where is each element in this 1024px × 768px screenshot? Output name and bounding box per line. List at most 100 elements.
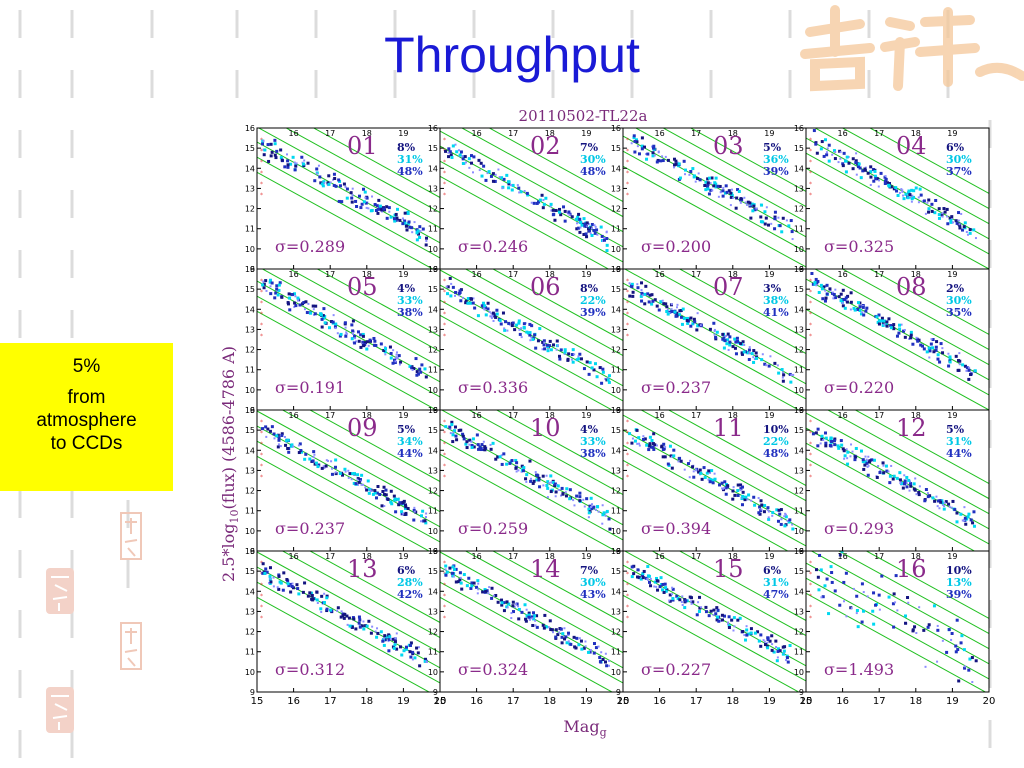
data-point <box>630 142 633 145</box>
data-point <box>939 342 943 346</box>
data-point <box>664 302 668 306</box>
data-point <box>902 197 906 201</box>
data-point <box>515 470 518 473</box>
data-point <box>907 601 910 604</box>
data-point <box>261 562 265 566</box>
data-point <box>483 588 487 592</box>
data-point <box>766 509 769 512</box>
data-point <box>286 447 290 451</box>
data-point <box>901 190 904 193</box>
pct-label-blue: 37% <box>946 165 972 178</box>
data-point <box>272 432 276 436</box>
guide-line <box>257 581 440 684</box>
guide-line <box>257 141 440 244</box>
red-mark: * <box>443 192 446 199</box>
data-point <box>968 366 971 369</box>
data-point <box>636 568 640 572</box>
data-point <box>673 166 676 169</box>
data-point <box>601 522 604 525</box>
data-point <box>911 342 915 346</box>
data-point <box>664 446 667 449</box>
data-point <box>277 436 281 440</box>
data-point <box>749 216 753 220</box>
sigma-label: σ=0.237 <box>275 519 345 538</box>
x-tick-label: 16 <box>655 552 665 561</box>
data-point <box>534 624 537 627</box>
data-point <box>549 205 552 208</box>
data-point <box>839 151 842 154</box>
y-tick-label: 10 <box>245 245 255 254</box>
data-point <box>524 619 528 623</box>
guide-line <box>678 551 806 622</box>
panel-plot-area: ****** <box>623 551 806 692</box>
data-point <box>725 190 729 194</box>
data-point <box>375 204 379 208</box>
data-point <box>675 594 679 598</box>
data-point <box>394 212 398 216</box>
x-tick-label: 18 <box>362 129 372 138</box>
data-point <box>760 203 764 207</box>
data-point <box>843 298 847 302</box>
data-point <box>678 456 682 460</box>
sigma-label: σ=0.325 <box>824 237 894 256</box>
data-point <box>903 482 907 486</box>
x-tick-label: 18 <box>728 411 738 420</box>
data-point <box>471 171 474 174</box>
data-point <box>563 627 566 630</box>
data-point <box>303 581 307 585</box>
data-point <box>450 282 453 285</box>
data-point <box>375 635 379 639</box>
data-point <box>448 276 452 280</box>
panel-14: ******9101112131415161617181915161718192… <box>428 547 630 707</box>
y-tick-label: 10 <box>428 527 438 536</box>
pct-label-cyan: 30% <box>946 294 972 307</box>
data-point <box>652 447 656 451</box>
data-point <box>917 491 921 495</box>
red-mark: * <box>260 463 263 470</box>
data-point <box>882 464 885 467</box>
data-point <box>816 427 820 431</box>
data-point <box>683 168 687 172</box>
data-point <box>733 625 736 628</box>
guide-line <box>460 128 623 218</box>
data-point <box>601 370 605 374</box>
data-point <box>789 380 793 384</box>
data-point <box>661 455 665 459</box>
data-point <box>482 440 485 443</box>
data-point <box>673 163 677 167</box>
data-point <box>752 204 756 208</box>
data-point <box>294 164 298 168</box>
data-point <box>495 312 499 316</box>
y-tick-label: 10 <box>428 245 438 254</box>
data-point <box>273 437 276 440</box>
data-point <box>450 423 454 427</box>
data-point <box>861 305 865 309</box>
data-point <box>411 368 414 371</box>
data-point <box>855 152 858 155</box>
data-point <box>394 360 397 363</box>
data-point <box>444 149 448 153</box>
data-point <box>376 207 380 211</box>
data-point <box>408 225 412 229</box>
x-tick-label: 19 <box>581 270 591 279</box>
data-point <box>279 148 283 152</box>
data-point <box>476 579 480 583</box>
data-point <box>345 614 349 618</box>
data-point <box>651 299 655 303</box>
data-point <box>549 202 553 206</box>
data-point <box>751 209 755 213</box>
y-tick-label: 16 <box>245 406 255 415</box>
data-point <box>486 307 490 311</box>
data-point <box>907 478 911 482</box>
data-point <box>531 623 535 627</box>
data-point <box>736 489 740 493</box>
data-point <box>735 336 739 340</box>
x-tick-label: 18 <box>911 270 921 279</box>
y-tick-label: 11 <box>611 366 621 375</box>
data-point <box>770 648 774 652</box>
data-point <box>854 455 858 459</box>
data-point <box>727 626 731 630</box>
data-point <box>640 136 644 140</box>
data-point <box>918 485 921 488</box>
data-point <box>311 304 315 308</box>
